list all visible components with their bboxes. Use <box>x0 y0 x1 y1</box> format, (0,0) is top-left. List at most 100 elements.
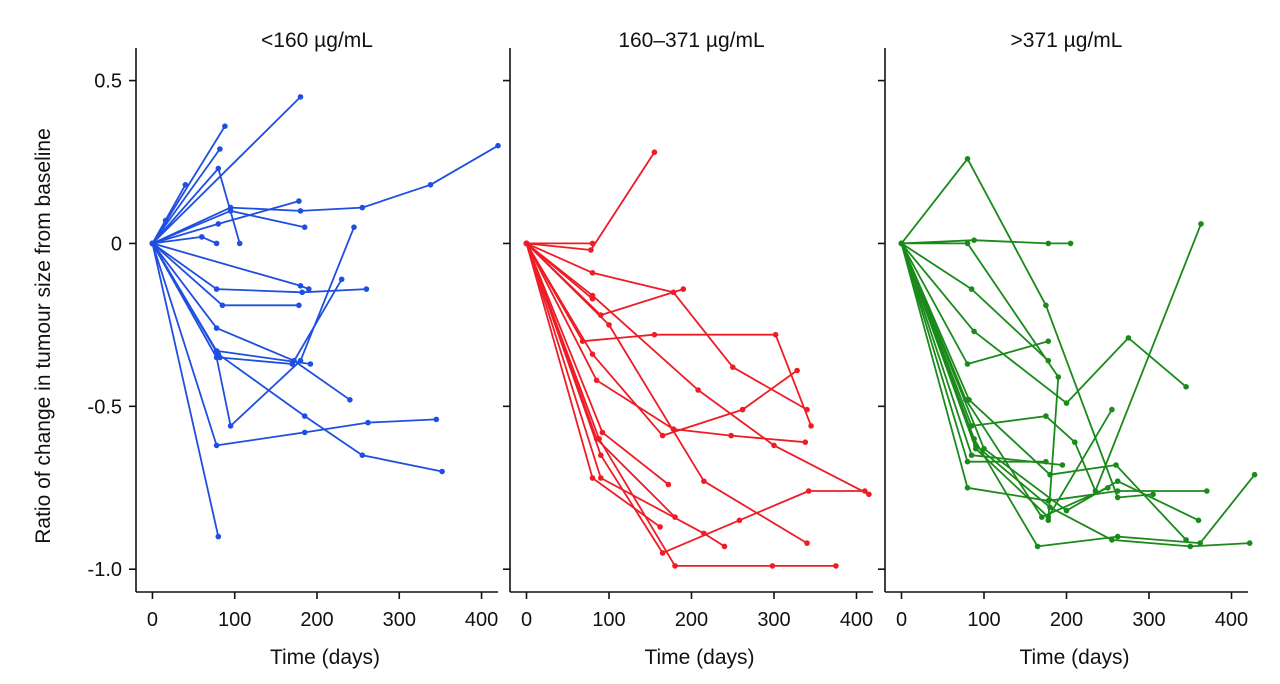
data-point <box>973 445 979 452</box>
data-point <box>359 204 366 211</box>
series-p16 <box>898 240 1111 520</box>
data-point <box>971 328 977 335</box>
data-point <box>589 270 596 276</box>
x-axis-label: Time (days) <box>270 646 380 669</box>
data-point <box>1043 302 1049 309</box>
data-point <box>299 289 306 296</box>
data-point <box>1197 540 1203 546</box>
data-point <box>598 452 604 459</box>
panel-title: <160 µg/mL <box>261 29 373 52</box>
data-point <box>672 563 678 569</box>
data-point <box>968 286 975 292</box>
data-point <box>213 325 220 331</box>
data-point <box>964 485 971 491</box>
panel-title: >371 µg/mL <box>1011 29 1123 52</box>
data-point <box>301 413 308 419</box>
series-p2 <box>523 240 596 247</box>
data-point <box>651 149 658 155</box>
series-line <box>525 151 656 251</box>
data-point <box>213 240 220 247</box>
series-line <box>151 148 221 245</box>
data-point <box>589 292 596 299</box>
data-point <box>1067 240 1074 247</box>
data-point <box>1063 400 1070 406</box>
data-point <box>495 142 501 149</box>
data-point <box>307 361 314 367</box>
data-point <box>217 146 223 152</box>
data-point <box>701 478 707 485</box>
data-point <box>1113 462 1119 468</box>
data-point <box>802 439 809 446</box>
data-point <box>1059 462 1066 468</box>
x-tick-label: 400 <box>1215 609 1248 631</box>
data-point <box>182 182 189 188</box>
data-point <box>721 543 728 550</box>
data-point <box>588 247 594 253</box>
data-point <box>1198 221 1204 227</box>
data-point <box>222 123 228 129</box>
series-line <box>900 157 1154 499</box>
x-tick-label: 200 <box>1050 609 1083 631</box>
x-tick-label: 200 <box>675 609 708 631</box>
data-point <box>1114 488 1121 494</box>
y-tick-label: -0.5 <box>88 396 122 418</box>
panel-1: <160 µg/mL 0 100 200 300 400 0.5 0 -0.5 -1.0 Time … <box>88 29 501 669</box>
data-point <box>1109 537 1115 543</box>
data-point <box>359 452 366 459</box>
x-tick-label: 400 <box>840 609 873 631</box>
data-point <box>833 563 839 569</box>
panel-3: >371 µg/mL 0 100 200 300 400 Time (days) <box>878 29 1258 669</box>
series-p16 <box>149 240 440 449</box>
data-point <box>589 240 596 247</box>
data-point <box>589 351 596 358</box>
x-tick-label: 200 <box>300 609 333 631</box>
data-point <box>1246 540 1253 546</box>
data-point <box>1043 413 1049 419</box>
data-point <box>1072 439 1078 446</box>
data-point <box>1114 533 1121 540</box>
x-tick-label: 0 <box>896 609 907 631</box>
series-line <box>151 144 499 245</box>
data-point <box>736 517 743 524</box>
data-point <box>215 221 222 227</box>
data-point <box>1045 240 1052 247</box>
series-line <box>525 242 661 528</box>
data-point <box>338 276 345 283</box>
series-line <box>525 242 837 567</box>
data-point <box>728 432 734 439</box>
series-line <box>151 226 355 427</box>
series-p17 <box>149 240 445 475</box>
x-tick-label: 300 <box>757 609 790 631</box>
series-line <box>151 96 302 245</box>
x-tick-label: 100 <box>592 609 625 631</box>
data-point <box>680 286 687 292</box>
data-point <box>227 208 234 214</box>
data-point <box>866 491 872 498</box>
data-point <box>606 322 612 328</box>
data-point <box>427 182 434 188</box>
data-point <box>289 361 296 367</box>
data-point <box>665 481 672 488</box>
data-point <box>219 302 226 309</box>
series-line <box>900 239 1072 245</box>
y-tick-label: 0.5 <box>94 71 122 93</box>
data-point <box>215 533 222 540</box>
data-point <box>301 429 308 436</box>
series-line <box>151 242 351 401</box>
series-line <box>151 167 241 245</box>
data-point <box>1195 517 1202 524</box>
data-point <box>598 475 604 481</box>
series-line <box>900 242 1251 548</box>
data-point <box>968 452 975 459</box>
data-point <box>593 436 600 442</box>
data-point <box>981 445 987 452</box>
x-tick-label: 0 <box>521 609 532 631</box>
data-point <box>297 94 304 100</box>
panel-title: 160–371 µg/mL <box>618 29 764 52</box>
data-point <box>306 286 312 292</box>
data-point <box>523 240 530 247</box>
series-line <box>151 242 343 365</box>
data-point <box>971 237 977 243</box>
series-line <box>900 242 1109 518</box>
